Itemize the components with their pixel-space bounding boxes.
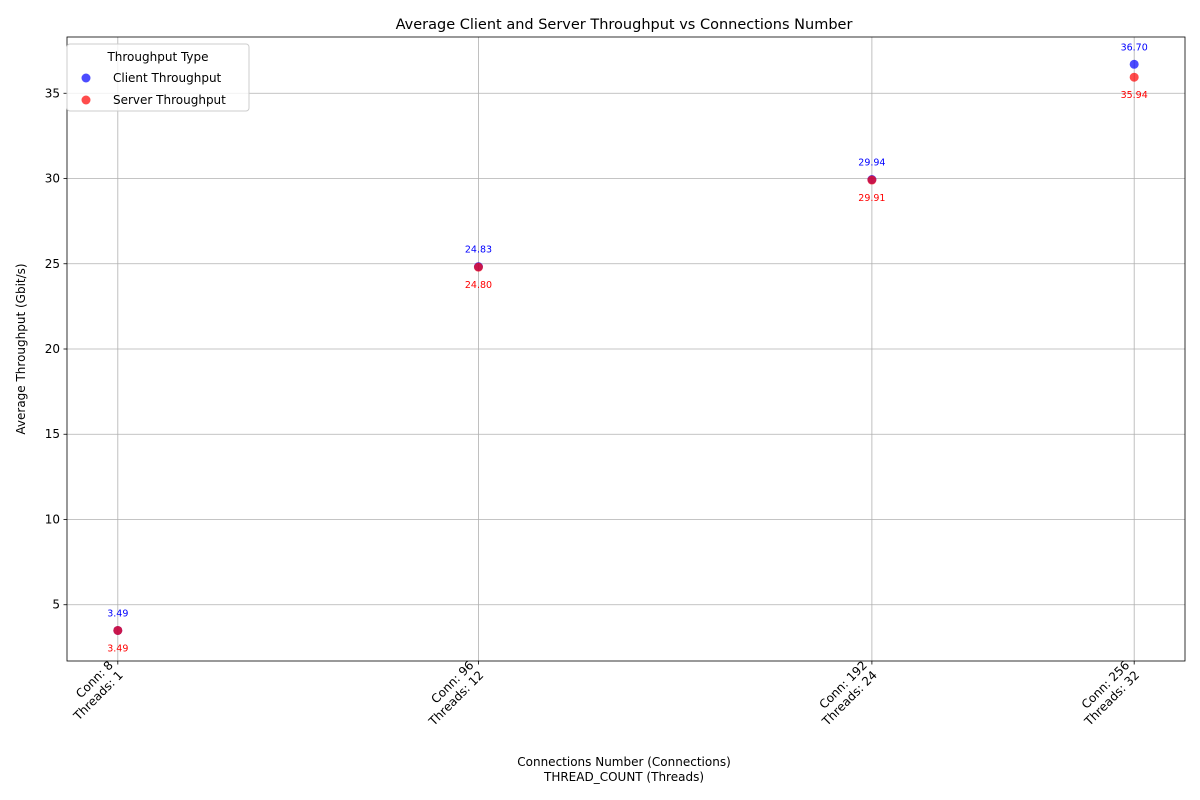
point-server: [1129, 72, 1139, 82]
grid-layer: [67, 37, 1185, 661]
data-label-server: 29.91: [858, 193, 885, 204]
y-axis-label: Average Throughput (Gbit/s): [14, 263, 28, 434]
y-tick-label: 15: [45, 427, 60, 441]
legend-marker-client: [81, 73, 91, 83]
legend-label-client: Client Throughput: [113, 71, 222, 85]
y-tick-label: 5: [52, 598, 60, 612]
y-tick-label: 25: [45, 257, 60, 271]
legend-box: [66, 43, 250, 112]
point-client: [1129, 59, 1139, 69]
point-server: [867, 175, 877, 185]
point-server: [113, 625, 123, 635]
point-server: [473, 262, 483, 272]
points-layer: [113, 59, 1139, 635]
chart-title: Average Client and Server Throughput vs …: [396, 17, 853, 33]
legend: Throughput Type Client Throughput Server…: [66, 43, 250, 112]
data-label-client: 29.94: [858, 158, 885, 169]
legend-label-server: Server Throughput: [113, 93, 226, 107]
data-label-server: 24.80: [465, 280, 492, 291]
data-label-server: 35.94: [1121, 90, 1148, 101]
data-label-client: 24.83: [465, 245, 492, 256]
data-label-server: 3.49: [107, 643, 128, 654]
y-tick-label: 30: [45, 172, 60, 186]
legend-marker-server: [81, 95, 91, 105]
data-label-client: 3.49: [107, 608, 128, 619]
legend-title: Throughput Type: [106, 50, 208, 64]
y-tick-label: 35: [45, 86, 60, 100]
data-label-client: 36.70: [1121, 42, 1148, 53]
x-axis-label-line2: THREAD_COUNT (Threads): [543, 770, 704, 784]
y-tick-label: 10: [45, 512, 60, 526]
x-axis-label-line1: Connections Number (Connections): [517, 755, 731, 769]
data-labels-layer: 3.49 24.83 29.94 36.70 3.49 24.80 29.91 35.94: [107, 42, 1148, 654]
y-tick-label: 20: [45, 342, 60, 356]
